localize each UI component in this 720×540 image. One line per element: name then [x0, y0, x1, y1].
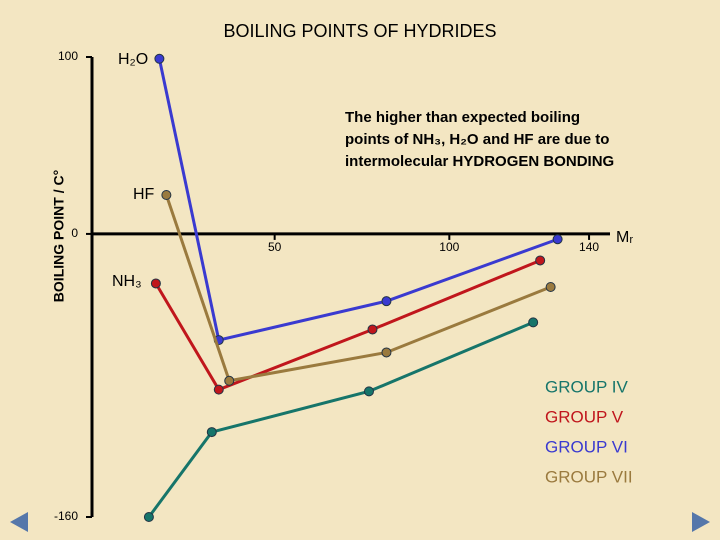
- x-tick-label: 100: [439, 240, 459, 254]
- chart-title: BOILING POINTS OF HYDRIDES: [223, 21, 496, 41]
- y-axis-label: BOILING POINT / C°: [51, 170, 67, 302]
- x-axis-label: Mᵣ: [616, 229, 633, 246]
- data-point: [224, 375, 235, 386]
- next-button[interactable]: [692, 512, 710, 532]
- point-label: HF: [133, 186, 155, 203]
- data-point: [528, 317, 539, 328]
- data-point: [213, 384, 224, 395]
- prev-button[interactable]: [10, 512, 28, 532]
- data-point: [535, 255, 546, 266]
- data-point: [381, 347, 392, 358]
- series-line: [157, 58, 559, 342]
- x-tick-label: 50: [268, 240, 282, 254]
- y-tick-label: 100: [58, 49, 78, 63]
- series-line: [154, 259, 541, 392]
- data-point: [381, 296, 392, 307]
- point-label: H₂O: [118, 51, 148, 68]
- data-point: [143, 512, 154, 522]
- data-point: [206, 427, 217, 438]
- data-point: [363, 386, 374, 397]
- annotation: The higher than expected boiling: [345, 109, 580, 126]
- data-point: [367, 324, 378, 335]
- data-point: [154, 53, 165, 64]
- annotation: points of NH₃, H₂O and HF are due to: [345, 131, 609, 148]
- annotation: intermolecular HYDROGEN BONDING: [345, 153, 614, 170]
- series-line: [164, 194, 552, 383]
- legend-entry: GROUP IV: [545, 377, 628, 396]
- y-tick-label: 0: [71, 226, 78, 240]
- series-line: [147, 321, 534, 518]
- legend-entry: GROUP V: [545, 407, 624, 426]
- y-tick-label: -160: [54, 509, 78, 523]
- point-label: NH₃: [112, 273, 142, 290]
- x-tick-label: 140: [579, 240, 599, 254]
- data-point: [552, 234, 563, 245]
- legend-entry: GROUP VI: [545, 437, 628, 456]
- legend-entry: GROUP VII: [545, 467, 633, 486]
- data-point: [545, 282, 556, 292]
- data-point: [150, 278, 161, 289]
- data-point: [161, 190, 172, 200]
